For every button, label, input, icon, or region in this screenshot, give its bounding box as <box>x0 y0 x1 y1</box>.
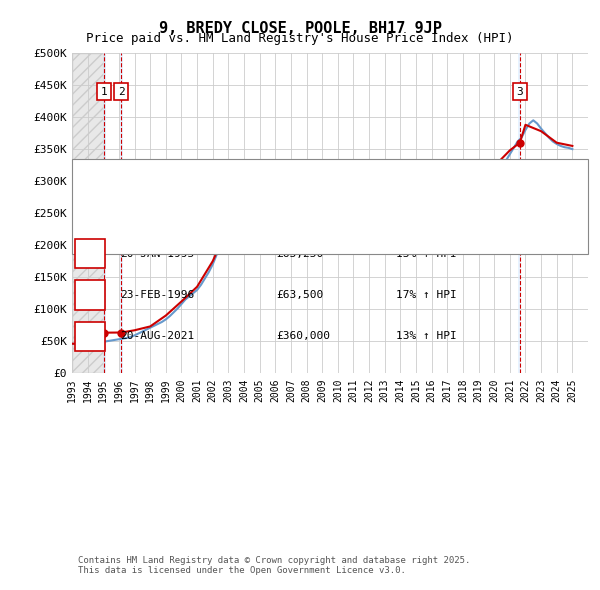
Text: 9, BREDY CLOSE, POOLE, BH17 9JP (semi-detached house): 9, BREDY CLOSE, POOLE, BH17 9JP (semi-de… <box>120 175 431 185</box>
Text: 20-JAN-1995: 20-JAN-1995 <box>120 249 194 258</box>
Text: £63,500: £63,500 <box>276 290 323 300</box>
Text: 1: 1 <box>86 249 94 258</box>
Text: 1: 1 <box>101 87 107 97</box>
Text: 9, BREDY CLOSE, POOLE, BH17 9JP: 9, BREDY CLOSE, POOLE, BH17 9JP <box>158 21 442 35</box>
Text: 3: 3 <box>86 332 94 341</box>
Text: ——: —— <box>90 173 107 187</box>
Text: ——: —— <box>90 198 107 212</box>
Text: £360,000: £360,000 <box>276 332 330 341</box>
Text: 2: 2 <box>86 290 94 300</box>
Text: 3: 3 <box>517 87 523 97</box>
Text: 23-FEB-1996: 23-FEB-1996 <box>120 290 194 300</box>
Bar <box>103 53 106 373</box>
Text: 13% ↑ HPI: 13% ↑ HPI <box>396 249 457 258</box>
Bar <box>120 53 122 373</box>
Text: 13% ↑ HPI: 13% ↑ HPI <box>396 332 457 341</box>
Text: 17% ↑ HPI: 17% ↑ HPI <box>396 290 457 300</box>
Bar <box>72 53 104 373</box>
Text: Price paid vs. HM Land Registry's House Price Index (HPI): Price paid vs. HM Land Registry's House … <box>86 32 514 45</box>
Bar <box>518 53 521 373</box>
Text: 20-AUG-2021: 20-AUG-2021 <box>120 332 194 341</box>
Text: HPI: Average price, semi-detached house, Bournemouth Christchurch and Poole: HPI: Average price, semi-detached house,… <box>120 201 560 210</box>
Text: Contains HM Land Registry data © Crown copyright and database right 2025.
This d: Contains HM Land Registry data © Crown c… <box>78 556 470 575</box>
Text: 2: 2 <box>118 87 125 97</box>
Text: £63,250: £63,250 <box>276 249 323 258</box>
